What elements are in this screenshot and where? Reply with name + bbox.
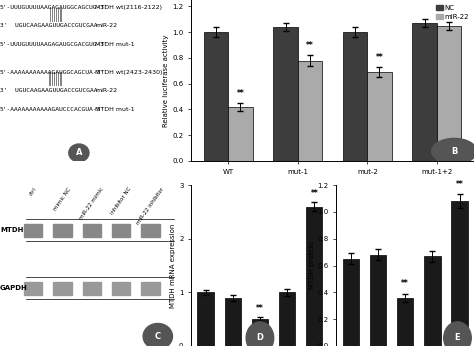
Text: miR-22 inhibitor: miR-22 inhibitor — [136, 187, 165, 226]
Text: A: A — [76, 148, 82, 157]
Text: **: ** — [306, 41, 314, 50]
Text: **: ** — [401, 279, 409, 288]
Bar — [451, 201, 468, 346]
Circle shape — [69, 144, 89, 162]
Text: GAPDH: GAPDH — [0, 285, 28, 291]
Bar — [370, 255, 386, 346]
Text: MTDH: MTDH — [0, 227, 23, 233]
Bar — [53, 224, 72, 237]
Text: 5'-UUUGUUUUAAGAGAUGGCAGCUG-3': 5'-UUUGUUUUAAGAGAUGGCAGCUG-3' — [0, 5, 109, 10]
Text: mimic NC: mimic NC — [53, 187, 72, 211]
Bar — [24, 282, 42, 294]
Text: **: ** — [310, 189, 318, 198]
Text: **: ** — [237, 89, 245, 98]
Text: miR-22: miR-22 — [95, 88, 118, 93]
Bar — [141, 224, 160, 237]
Text: MTDH mut-1: MTDH mut-1 — [95, 107, 135, 112]
Text: **: ** — [256, 304, 264, 313]
Bar — [343, 32, 367, 161]
Bar — [82, 224, 101, 237]
Y-axis label: Relative luciferase activity: Relative luciferase activity — [164, 34, 170, 127]
Text: **: ** — [456, 180, 464, 189]
Bar — [53, 282, 72, 294]
Bar — [225, 298, 241, 346]
Bar — [367, 72, 392, 161]
Bar — [252, 319, 268, 346]
Circle shape — [444, 322, 471, 346]
Bar — [204, 32, 228, 161]
Text: **: ** — [375, 53, 383, 62]
Text: C: C — [155, 332, 161, 341]
Bar — [397, 298, 413, 346]
Text: D: D — [256, 334, 264, 343]
Bar — [343, 259, 359, 346]
Bar — [412, 23, 437, 161]
Bar — [24, 224, 42, 237]
Text: 5'-AAAAAAAAAAAGAUGGCAGCUA-3': 5'-AAAAAAAAAAAGAUGGCAGCUA-3' — [0, 70, 105, 75]
Text: MTDH mut-1: MTDH mut-1 — [95, 42, 135, 47]
Legend: NC, miR-22: NC, miR-22 — [434, 3, 471, 22]
Text: E: E — [455, 334, 460, 343]
Text: MTDH wt(2116-2122): MTDH wt(2116-2122) — [95, 5, 163, 10]
Bar — [82, 282, 101, 294]
Text: 5'-AAAAAAAAAAAGAUCCCACGUA-3': 5'-AAAAAAAAAAAGAUCCCACGUA-3' — [0, 107, 105, 112]
Text: ctrl: ctrl — [28, 187, 37, 197]
Bar — [306, 207, 322, 346]
Text: 5'-UUUGUUUUAAGAGAUGCGACGUG-3': 5'-UUUGUUUUAAGAGAUGCGACGUG-3' — [0, 42, 109, 47]
Bar — [437, 26, 461, 161]
Text: 3'  UGUCAAGAAGUUGACCGUCGAA: 3' UGUCAAGAAGUUGACCGUCGAA — [0, 23, 98, 28]
Circle shape — [246, 322, 273, 346]
Bar — [141, 282, 160, 294]
Bar — [228, 107, 253, 161]
Circle shape — [431, 138, 474, 164]
Text: miR-22 mimic: miR-22 mimic — [79, 187, 105, 221]
Bar — [112, 282, 130, 294]
Text: inhibitor NC: inhibitor NC — [110, 187, 132, 216]
Bar — [197, 292, 214, 346]
Bar — [279, 292, 295, 346]
Circle shape — [143, 324, 173, 346]
Text: B: B — [451, 147, 457, 156]
Bar — [424, 256, 440, 346]
Text: 3'  UGUCAAGAAGUUGACCGUCGAA: 3' UGUCAAGAAGUUGACCGUCGAA — [0, 88, 98, 93]
Bar — [273, 27, 298, 161]
Y-axis label: MTDH protein: MTDH protein — [309, 242, 315, 290]
Text: MTDH wt(2423-2430): MTDH wt(2423-2430) — [95, 70, 163, 75]
Y-axis label: MTDH mRNA expression: MTDH mRNA expression — [170, 224, 176, 308]
Bar — [112, 224, 130, 237]
Bar — [298, 61, 322, 161]
Text: miR-22: miR-22 — [95, 23, 118, 28]
